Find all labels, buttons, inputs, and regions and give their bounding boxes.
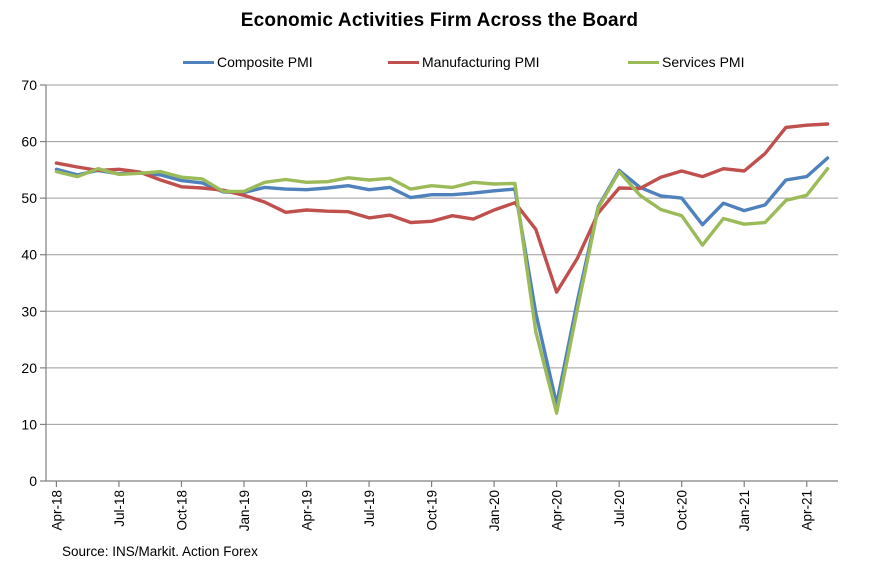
x-tick-label: Jul-19 [362, 490, 377, 527]
legend-item-composite-pmi: Composite PMI [183, 52, 313, 72]
series-line-services-pmi [54, 166, 830, 415]
y-tick-label: 70 [21, 77, 37, 93]
source-note: Source: INS/Markit. Action Forex [62, 544, 258, 559]
y-tick-label: 30 [21, 303, 37, 319]
x-tick-label: Jan-20 [487, 490, 502, 531]
x-tick-label: Jan-19 [237, 490, 252, 531]
y-tick-label: 10 [21, 416, 37, 432]
chart-legend: Composite PMI Manufacturing PMI Services… [0, 52, 879, 72]
composite-pmi-line-icon [183, 60, 214, 64]
legend-label-services-pmi: Services PMI [662, 54, 745, 70]
y-tick-label: 60 [21, 134, 37, 150]
x-tick-label: Oct-18 [174, 490, 189, 531]
x-tick-label: Jul-18 [112, 490, 127, 527]
legend-label-manufacturing-pmi: Manufacturing PMI [422, 54, 540, 70]
y-tick-label: 0 [29, 473, 37, 489]
series-line-manufacturing-pmi [54, 122, 830, 294]
y-tick-label: 20 [21, 360, 37, 376]
manufacturing-pmi-line-icon [388, 60, 419, 64]
legend-item-services-pmi: Services PMI [628, 52, 744, 72]
x-tick-label: Apr-21 [800, 490, 815, 531]
legend-label-composite-pmi: Composite PMI [217, 54, 313, 70]
x-tick-label: Apr-20 [550, 490, 565, 531]
y-tick-label: 50 [21, 190, 37, 206]
x-tick-label: Apr-18 [49, 490, 64, 531]
y-tick-label: 40 [21, 247, 37, 263]
x-tick-label: Jan-21 [737, 490, 752, 531]
legend-item-manufacturing-pmi: Manufacturing PMI [388, 52, 540, 72]
x-tick-label: Oct-20 [675, 490, 690, 531]
x-tick-label: Jul-20 [612, 490, 627, 527]
services-pmi-line-icon [628, 60, 659, 64]
series-line-composite-pmi [54, 156, 830, 406]
x-tick-label: Apr-19 [300, 490, 315, 531]
chart-title: Economic Activities Firm Across the Boar… [240, 10, 639, 31]
x-tick-label: Oct-19 [425, 490, 440, 531]
